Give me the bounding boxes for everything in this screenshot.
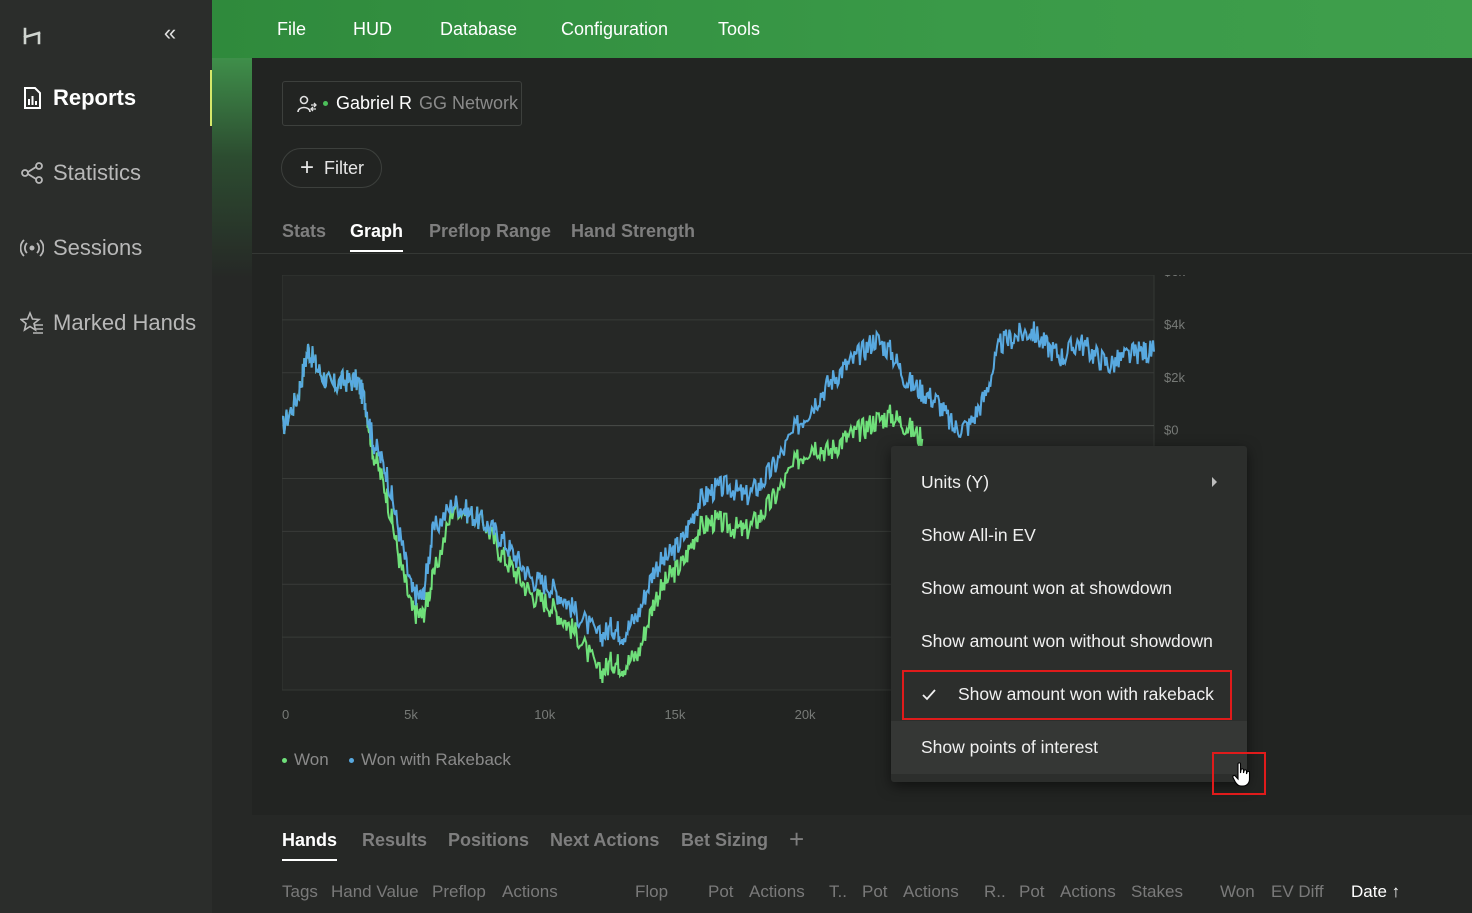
show-points-of-interest-label: Show points of interest: [921, 737, 1099, 757]
column-preflop-actions[interactable]: Actions: [502, 882, 558, 901]
menu-item-units-y[interactable]: Units (Y): [891, 456, 1247, 509]
nav-label-sessions: Sessions: [53, 235, 143, 260]
hand-cursor-icon: [1232, 762, 1251, 787]
units-y-label: Units (Y): [921, 472, 990, 492]
marked-hands-icon: [20, 311, 44, 335]
y-tick-label: $4k: [1164, 317, 1185, 332]
x-tick-label: 20k: [795, 707, 816, 722]
header-fade: [212, 58, 252, 278]
menu-item-show-won-with-rakeback[interactable]: Show amount won with rakeback: [891, 668, 1247, 721]
column-flop-pot[interactable]: Pot: [708, 882, 734, 901]
player-name: Gabriel R: [336, 93, 413, 113]
add-tab-icon[interactable]: +: [789, 824, 805, 854]
player-switch-icon: [297, 95, 317, 112]
nav-item-marked-hands[interactable]: Marked Hands: [0, 295, 212, 351]
show-all-in-ev-label: Show All-in EV: [921, 525, 1036, 545]
show-won-at-showdown-label: Show amount won at showdown: [921, 578, 1172, 598]
hands-section: [252, 815, 1472, 913]
column-turn[interactable]: T..: [829, 882, 847, 901]
menu-hud[interactable]: HUD: [353, 19, 392, 39]
sessions-icon: [20, 236, 44, 260]
graph-context-menu: Units (Y) Show All-in EV Show amount won…: [891, 446, 1247, 782]
tab-results[interactable]: Results: [362, 830, 428, 850]
tab-graph[interactable]: Graph: [350, 221, 404, 252]
legend-dot-rakeback: [349, 757, 354, 763]
player-network: GG Network: [419, 93, 519, 113]
y-tick-label: $6k: [1164, 275, 1185, 279]
collapse-sidebar-icon[interactable]: «: [163, 20, 177, 45]
tab-stats[interactable]: Stats: [282, 221, 327, 241]
x-tick-label: 5k: [404, 707, 418, 722]
player-selector[interactable]: Gabriel R GG Network: [282, 81, 522, 126]
column-won[interactable]: Won: [1220, 882, 1255, 901]
menu-file[interactable]: File: [277, 19, 307, 39]
column-river-actions[interactable]: Actions: [1060, 882, 1116, 901]
plus-icon: +: [300, 154, 315, 181]
column-turn-actions[interactable]: Actions: [903, 882, 959, 901]
menu-tools[interactable]: Tools: [718, 19, 761, 39]
column-stakes[interactable]: Stakes: [1131, 882, 1183, 901]
x-axis: 0 5k 10k 15k 20k: [282, 707, 816, 722]
legend-label-won: Won: [294, 750, 329, 769]
add-filter-button[interactable]: + Filter: [281, 148, 382, 188]
tab-next-actions[interactable]: Next Actions: [550, 830, 660, 850]
y-tick-label: $2k: [1164, 370, 1185, 385]
filter-label: Filter: [324, 157, 365, 178]
column-flop-actions[interactable]: Actions: [749, 882, 805, 901]
menu-item-show-won-at-showdown[interactable]: Show amount won at showdown: [891, 562, 1247, 615]
legend-label-rakeback: Won with Rakeback: [361, 750, 511, 769]
report-icon: [20, 86, 44, 110]
nav-item-sessions[interactable]: Sessions: [0, 220, 212, 276]
column-preflop[interactable]: Preflop: [432, 882, 486, 901]
tab-bet-sizing[interactable]: Bet Sizing: [681, 830, 769, 850]
series-line-won-with-rakeback: [282, 321, 1155, 647]
x-tick-label: 10k: [534, 707, 555, 722]
legend-won[interactable]: Won: [282, 750, 329, 770]
online-status-dot: [323, 101, 328, 106]
tab-preflop-range[interactable]: Preflop Range: [429, 221, 552, 241]
menu-item-show-won-without-showdown[interactable]: Show amount won without showdown: [891, 615, 1247, 668]
submenu-arrow-icon: [1212, 477, 1217, 487]
column-flop[interactable]: Flop: [635, 882, 669, 901]
menu-database[interactable]: Database: [440, 19, 518, 39]
column-river-pot[interactable]: Pot: [1019, 882, 1045, 901]
column-hand-value[interactable]: Hand Value: [331, 882, 419, 901]
nav-item-reports[interactable]: Reports: [0, 70, 212, 126]
column-turn-pot[interactable]: Pot: [862, 882, 888, 901]
sidebar: « Reports Statistics Sessions Marked Han…: [0, 0, 212, 913]
x-tick-label: 15k: [664, 707, 685, 722]
column-tags[interactable]: Tags: [282, 882, 318, 901]
top-menu-bar: File HUD Database Configuration Tools: [212, 0, 1472, 58]
y-tick-label: $0: [1164, 423, 1178, 438]
x-tick-label: 0: [282, 707, 289, 722]
legend-won-with-rakeback[interactable]: Won with Rakeback: [349, 750, 511, 770]
tab-hands[interactable]: Hands: [282, 830, 338, 861]
statistics-icon: [20, 161, 44, 185]
legend-dot-won: [282, 757, 287, 763]
nav-label-reports: Reports: [53, 85, 137, 110]
series-lines: [282, 321, 1155, 683]
nav-item-statistics[interactable]: Statistics: [0, 145, 212, 201]
y-axis: $6k $4k $2k $0: [1164, 275, 1185, 438]
show-won-with-rakeback-label: Show amount won with rakeback: [958, 684, 1214, 704]
nav-label-statistics: Statistics: [53, 160, 142, 185]
app-logo-icon[interactable]: [22, 26, 42, 46]
column-date-sorted[interactable]: Date ↑: [1351, 882, 1401, 901]
checkmark-icon: [922, 688, 936, 700]
column-ev-diff[interactable]: EV Diff: [1271, 882, 1324, 901]
menu-item-show-points-of-interest[interactable]: Show points of interest: [891, 721, 1247, 774]
menu-item-show-all-in-ev[interactable]: Show All-in EV: [891, 509, 1247, 562]
tabs-divider: [252, 253, 1472, 254]
tab-positions[interactable]: Positions: [448, 830, 530, 850]
tab-hand-strength[interactable]: Hand Strength: [571, 221, 695, 241]
menu-configuration[interactable]: Configuration: [561, 19, 669, 39]
show-won-without-showdown-label: Show amount won without showdown: [921, 631, 1213, 651]
column-river[interactable]: R..: [984, 882, 1006, 901]
nav-label-marked-hands: Marked Hands: [53, 310, 197, 335]
